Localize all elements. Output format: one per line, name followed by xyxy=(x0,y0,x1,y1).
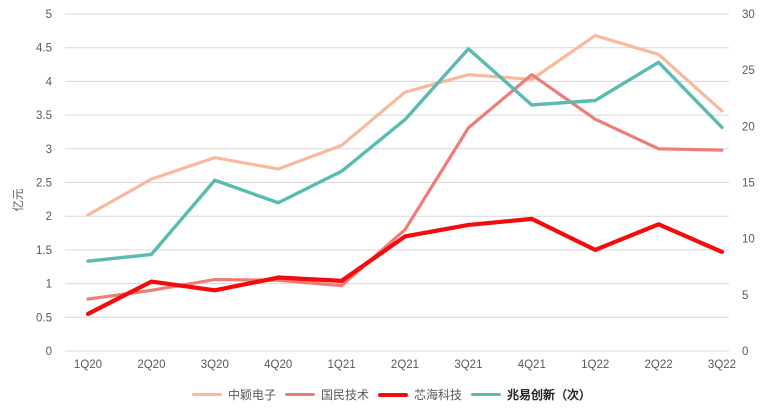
left-axis-title: 亿元 xyxy=(12,188,25,211)
left-axis-tick-label: 3.5 xyxy=(36,110,52,122)
legend: 中颖电子 国民技术 芯海科技 兆易创新（次） xyxy=(0,386,783,403)
legend-label: 兆易创新（次） xyxy=(507,388,592,402)
legend-label: 芯海科技 xyxy=(414,388,463,402)
left-axis-tick-label: 0 xyxy=(46,346,52,358)
series-line-兆易创新（次） xyxy=(86,47,724,263)
series-line-国民技术 xyxy=(86,73,724,301)
right-axis-tick-label: 5 xyxy=(742,290,748,302)
series-line-芯海科技 xyxy=(85,216,725,317)
left-axis-tick-label: 2.5 xyxy=(36,178,52,190)
left-axis-tick-label: 1 xyxy=(46,279,52,291)
left-axis-tick-label: 0.5 xyxy=(36,312,52,324)
x-axis-tick-label: 1Q20 xyxy=(74,359,102,371)
legend-label: 国民技术 xyxy=(320,388,369,402)
x-axis-tick-label: 2Q21 xyxy=(391,359,419,371)
legend-item: 国民技术 xyxy=(284,386,369,403)
legend-swatch-line xyxy=(284,393,315,396)
left-axis-tick-label: 1.5 xyxy=(36,245,52,257)
x-axis-tick-label: 4Q20 xyxy=(264,359,292,371)
x-axis-tick-label: 3Q20 xyxy=(201,359,229,371)
x-axis-tick-label: 2Q20 xyxy=(137,359,165,371)
x-axis-tick-label: 3Q22 xyxy=(708,359,736,371)
right-axis-tick-label: 10 xyxy=(742,234,755,246)
legend-item: 芯海科技 xyxy=(378,386,462,403)
x-axis-tick-label: 4Q21 xyxy=(518,359,546,371)
series-line-中颖电子 xyxy=(86,33,724,217)
legend-item: 中颖电子 xyxy=(191,386,276,403)
legend-label: 中颖电子 xyxy=(227,388,276,402)
legend-item: 兆易创新（次） xyxy=(471,386,591,403)
x-axis-tick-label: 1Q21 xyxy=(328,359,356,371)
x-axis-tick-label: 2Q22 xyxy=(645,359,673,371)
left-axis-tick-label: 5 xyxy=(46,9,52,21)
legend-swatch-line xyxy=(378,392,408,397)
legend-swatch-line xyxy=(191,393,222,396)
right-axis-tick-label: 20 xyxy=(742,121,755,133)
legend-swatch-line xyxy=(471,393,502,396)
left-axis-tick-label: 2 xyxy=(46,211,52,223)
left-axis-tick-label: 4.5 xyxy=(36,43,52,55)
right-axis-tick-label: 25 xyxy=(742,65,755,77)
right-axis-tick-label: 0 xyxy=(742,346,748,358)
x-axis-tick-label: 1Q22 xyxy=(581,359,609,371)
left-axis-tick-label: 4 xyxy=(46,76,53,88)
x-axis-tick-label: 3Q21 xyxy=(454,359,482,371)
right-axis-tick-label: 30 xyxy=(742,9,755,21)
plot-area: 5 4.5 4 3.5 3 2.5 2 1.5 1 0.5 0 30 25 20 15 10 5 0 亿元 1Q20 2… xyxy=(12,9,755,371)
right-axis-tick-label: 15 xyxy=(742,178,755,190)
left-axis-tick-label: 3 xyxy=(46,144,52,156)
